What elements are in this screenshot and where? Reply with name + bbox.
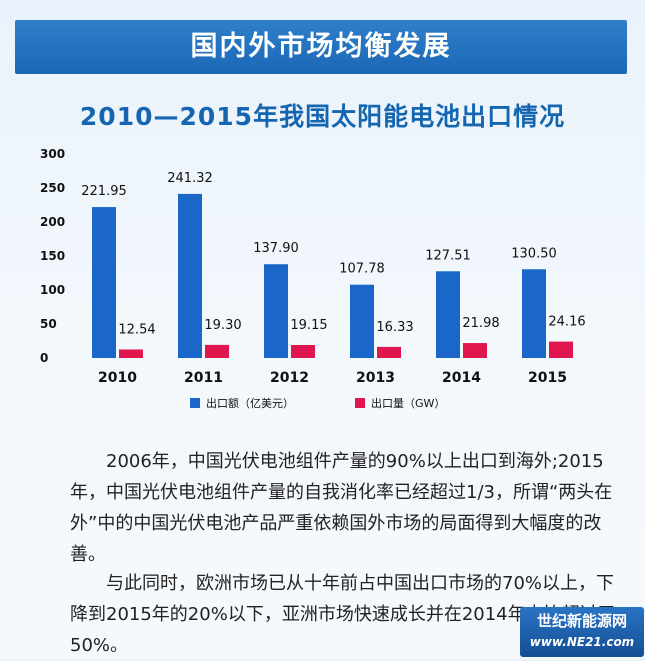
x-tick-label: 2013 [356, 370, 395, 386]
legend-label-export-volume: 出口量（GW） [371, 396, 445, 410]
legend-swatch-export-volume [355, 398, 365, 408]
legend-label-export-value: 出口额（亿美元） [206, 396, 294, 410]
bar-label-export-volume: 19.30 [204, 318, 241, 333]
y-tick-label: 100 [40, 283, 65, 297]
x-tick-label: 2011 [184, 370, 223, 386]
x-tick-label: 2010 [98, 370, 137, 386]
chart-title: 2010—2015年我国太阳能电池出口情况 [79, 102, 566, 131]
bar-export-value [436, 271, 460, 358]
bar-export-value [522, 269, 546, 358]
bar-export-value [264, 264, 288, 358]
bar-export-value [350, 284, 374, 358]
y-tick-label: 50 [40, 317, 57, 331]
watermark-name: 世纪新能源网 [536, 612, 627, 630]
bar-label-export-volume: 19.15 [290, 318, 327, 333]
bar-label-export-volume: 16.33 [376, 320, 413, 335]
y-tick-label: 200 [40, 215, 65, 229]
bar-label-export-volume: 12.54 [118, 322, 155, 337]
bar-export-value [178, 193, 202, 358]
bar-label-export-value: 130.50 [511, 246, 557, 261]
bar-export-volume [377, 346, 401, 358]
x-tick-label: 2012 [270, 370, 309, 386]
legend-swatch-export-value [190, 398, 200, 408]
bar-label-export-volume: 21.98 [462, 316, 499, 331]
bar-export-volume [463, 343, 487, 358]
paragraph-2: 与此同时，欧洲市场已从十年前占中国出口市场的70%以上，下降到2015年的20%… [70, 573, 616, 656]
bar-export-volume [549, 341, 573, 358]
x-tick-label: 2014 [442, 370, 481, 386]
banner: 国内外市场均衡发展 [15, 20, 627, 74]
paragraph-1: 2006年，中国光伏电池组件产量的90%以上出口到海外;2015年，中国光伏电池… [70, 451, 613, 565]
bar-label-export-value: 221.95 [81, 184, 127, 199]
bar-label-export-value: 137.90 [253, 241, 299, 256]
y-tick-label: 250 [40, 181, 65, 195]
banner-title: 国内外市场均衡发展 [190, 31, 452, 62]
bar-export-value [92, 207, 116, 358]
bar-label-export-value: 107.78 [339, 262, 385, 277]
bar-label-export-volume: 24.16 [548, 315, 585, 330]
watermark-url: www.NE21.com [529, 635, 635, 649]
bar-export-volume [205, 344, 229, 358]
bar-label-export-value: 241.32 [167, 171, 213, 186]
bar-export-volume [291, 344, 315, 358]
bar-label-export-value: 127.51 [425, 248, 471, 263]
bar-export-volume [119, 349, 143, 358]
y-tick-label: 300 [40, 147, 65, 161]
bar-chart: 300 250 200 150 100 50 0 221.95 12.54 2010 241.32 1… [40, 147, 586, 410]
watermark-logo: 世纪新能源网 www.NE21.com [520, 607, 644, 657]
x-tick-label: 2015 [528, 370, 567, 386]
y-tick-label: 150 [40, 249, 65, 263]
y-tick-label: 0 [40, 351, 48, 365]
